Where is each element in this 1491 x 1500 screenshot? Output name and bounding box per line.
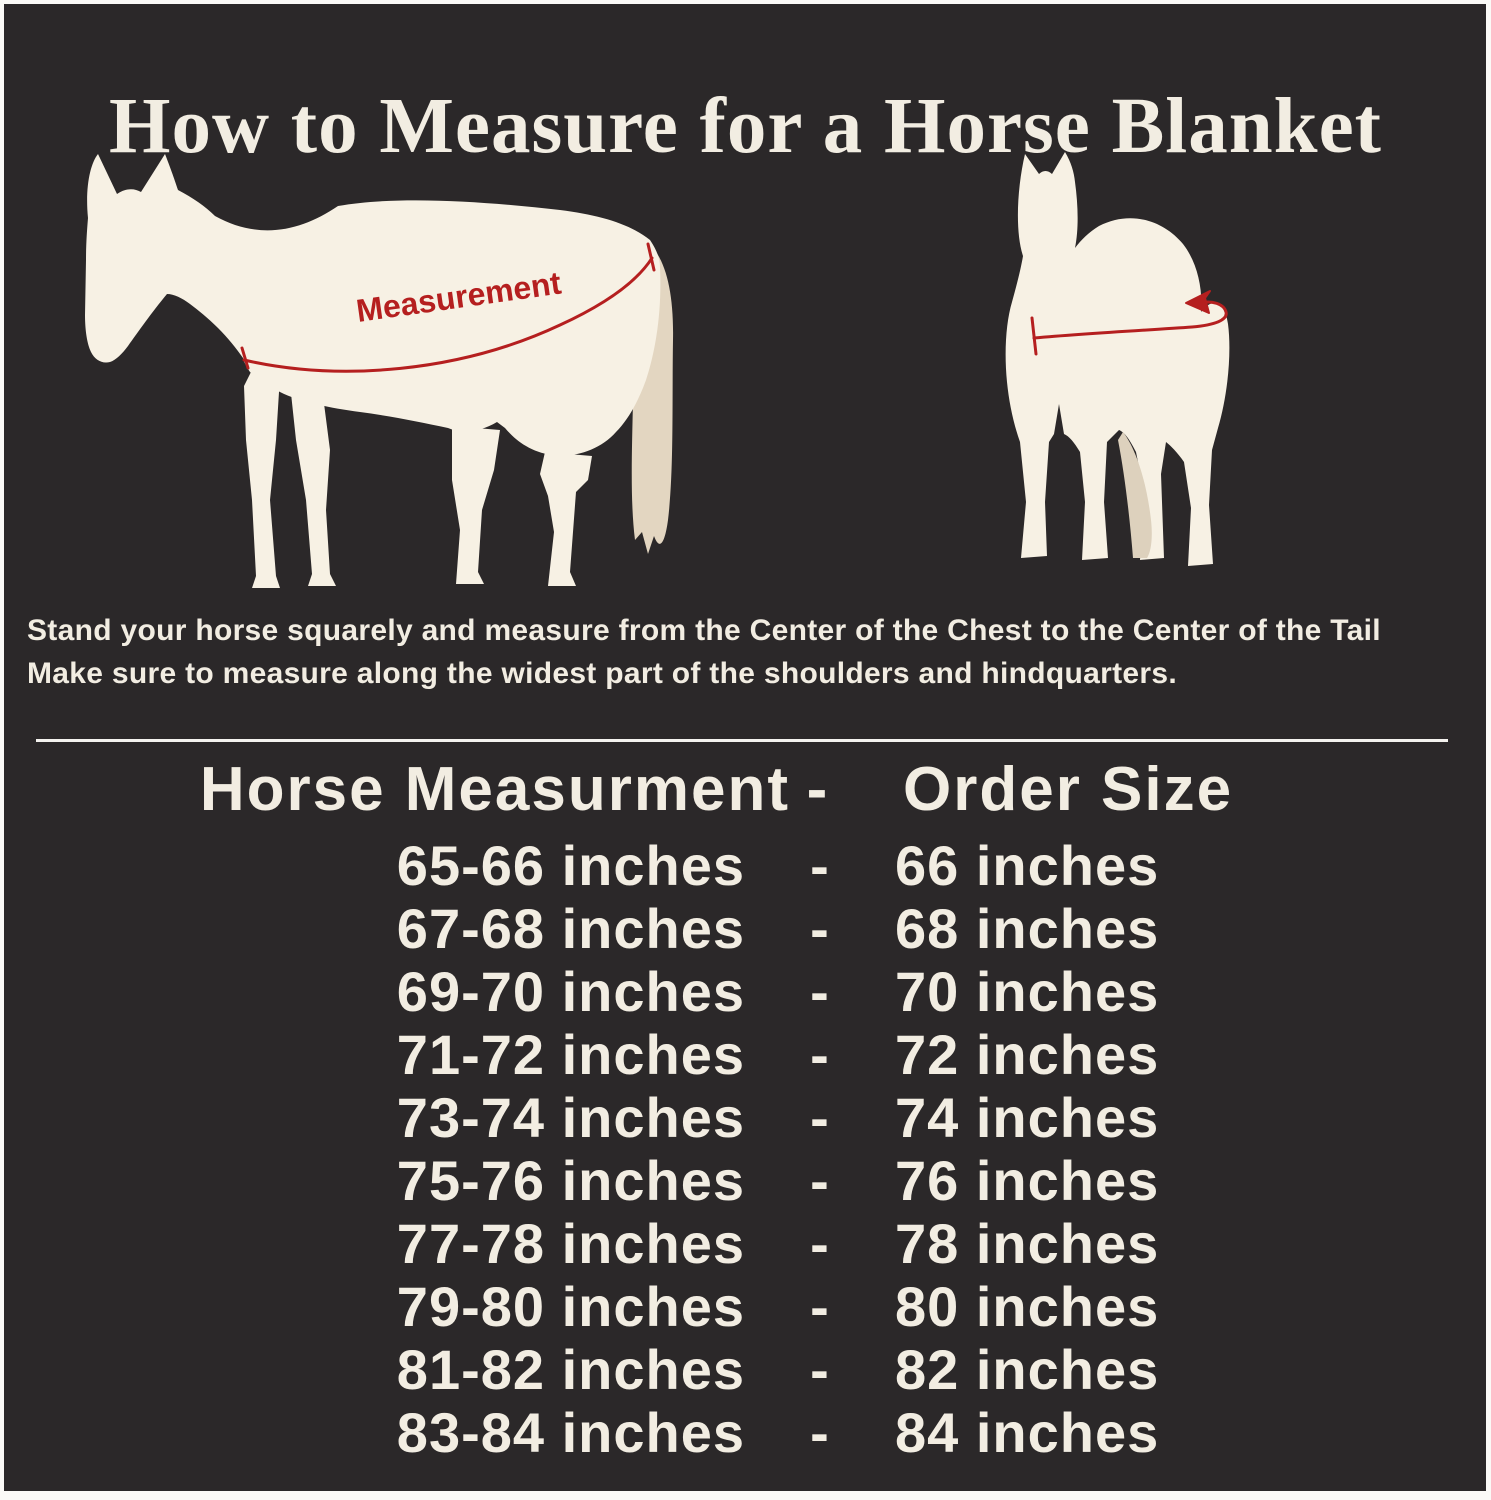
row-order-size: 68 inches	[895, 897, 1160, 960]
side-horse-front-leg-far	[290, 384, 336, 586]
header-order-size: Order Size	[903, 755, 1234, 824]
instructions-line-2: Make sure to measure along the widest pa…	[27, 657, 1177, 690]
table-row: 75-76 inches - 76 inches	[0, 1149, 1491, 1212]
horse-measurement-illustration: Measurement	[85, 152, 1230, 588]
row-measurement: 65-66 inches	[396, 834, 745, 897]
section-divider	[36, 739, 1448, 742]
row-separator: -	[810, 1212, 830, 1275]
row-separator: -	[810, 1149, 830, 1212]
side-horse-measure-line	[240, 242, 656, 373]
table-row: 69-70 inches - 70 inches	[0, 960, 1491, 1023]
table-row: 77-78 inches - 78 inches	[0, 1212, 1491, 1275]
front-horse-body	[1005, 152, 1230, 566]
row-measurement: 71-72 inches	[396, 1023, 745, 1086]
row-order-size: 80 inches	[895, 1275, 1160, 1338]
row-measurement: 83-84 inches	[396, 1401, 745, 1464]
row-order-size: 72 inches	[895, 1023, 1160, 1086]
side-view-horse-silhouette: Measurement	[85, 154, 674, 588]
side-horse-hind-leg-near	[452, 426, 500, 584]
side-horse-hind-leg-far	[540, 452, 592, 586]
row-order-size: 82 inches	[895, 1338, 1160, 1401]
side-horse-front-leg-near	[244, 370, 280, 588]
row-measurement: 73-74 inches	[396, 1086, 745, 1149]
row-separator: -	[810, 1338, 830, 1401]
row-measurement: 67-68 inches	[396, 897, 745, 960]
measuring-instructions: Stand your horse squarely and measure fr…	[27, 609, 1467, 695]
table-row: 67-68 inches - 68 inches	[0, 897, 1491, 960]
row-separator: -	[810, 897, 830, 960]
front-view-horse-silhouette	[1005, 152, 1230, 566]
table-row: 81-82 inches - 82 inches	[0, 1338, 1491, 1401]
row-order-size: 84 inches	[895, 1401, 1160, 1464]
side-horse-body	[85, 154, 661, 456]
size-chart-header: Horse Measurment - Order Size	[0, 752, 1491, 828]
row-separator: -	[810, 834, 830, 897]
row-measurement: 69-70 inches	[396, 960, 745, 1023]
row-measurement: 81-82 inches	[396, 1338, 745, 1401]
row-order-size: 74 inches	[895, 1086, 1160, 1149]
row-order-size: 70 inches	[895, 960, 1160, 1023]
table-row: 65-66 inches - 66 inches	[0, 834, 1491, 897]
row-measurement: 79-80 inches	[396, 1275, 745, 1338]
table-row: 83-84 inches - 84 inches	[0, 1401, 1491, 1464]
page-title: How to Measure for a Horse Blanket	[109, 82, 1382, 170]
row-order-size: 66 inches	[895, 834, 1160, 897]
row-order-size: 78 inches	[895, 1212, 1160, 1275]
row-measurement: 77-78 inches	[396, 1212, 745, 1275]
size-chart-rows: 65-66 inches - 66 inches 67-68 inches - 68 in…	[0, 834, 1491, 1464]
front-horse-measure-arrowhead	[1185, 290, 1211, 314]
header-horse-measurement: Horse Measurment	[199, 755, 790, 824]
row-measurement: 75-76 inches	[396, 1149, 745, 1212]
table-row: 73-74 inches - 74 inches	[0, 1086, 1491, 1149]
front-horse-measure-line	[1030, 300, 1228, 356]
instructions-line-1: Stand your horse squarely and measure fr…	[27, 614, 1381, 647]
size-chart: Horse Measurment - Order Size 65-66 inch…	[0, 752, 1491, 1464]
table-row: 79-80 inches - 80 inches	[0, 1275, 1491, 1338]
table-row: 71-72 inches - 72 inches	[0, 1023, 1491, 1086]
row-separator: -	[810, 1086, 830, 1149]
row-separator: -	[810, 960, 830, 1023]
header-separator: -	[806, 755, 830, 824]
front-horse-shade	[1118, 432, 1152, 558]
row-order-size: 76 inches	[895, 1149, 1160, 1212]
row-separator: -	[810, 1401, 830, 1464]
row-separator: -	[810, 1275, 830, 1338]
row-separator: -	[810, 1023, 830, 1086]
